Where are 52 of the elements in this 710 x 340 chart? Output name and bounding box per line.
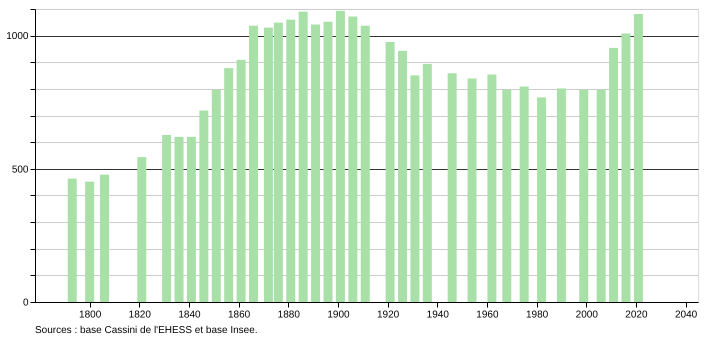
- bar: [236, 60, 246, 302]
- bar: [100, 174, 110, 302]
- bar: [621, 34, 630, 302]
- bar: [537, 97, 546, 302]
- bar: [520, 86, 529, 302]
- bar: [137, 157, 146, 302]
- bar: [186, 136, 196, 302]
- bar: [360, 26, 370, 302]
- bar: [249, 26, 258, 302]
- bar: [410, 75, 420, 302]
- x-tick-label: 1940: [426, 310, 450, 320]
- bar: [386, 42, 395, 302]
- x-tick-label: 2000: [576, 310, 598, 320]
- x-tick-label: 1820: [128, 310, 152, 320]
- bar: [609, 48, 618, 302]
- x-tick-label: 2020: [625, 310, 648, 320]
- x-tick-label: 1920: [376, 310, 400, 320]
- bar: [162, 134, 172, 302]
- bar: [634, 14, 643, 302]
- bar: [85, 182, 94, 302]
- x-tick-label: 1900: [327, 310, 350, 320]
- bar: [311, 24, 320, 302]
- bar: [422, 64, 432, 302]
- x-tick-label: 1980: [526, 310, 549, 320]
- y-tick-label: 500: [12, 164, 29, 176]
- bar: [212, 90, 221, 302]
- bar: [199, 110, 208, 302]
- x-tick-label: 1960: [476, 310, 499, 320]
- bar: [596, 90, 606, 302]
- x-tick-label: 1800: [79, 310, 102, 320]
- bar: [174, 136, 184, 302]
- bar: [336, 10, 345, 302]
- x-tick-label: 1880: [278, 310, 300, 320]
- x-tick-label: 1840: [178, 310, 202, 320]
- bar: [468, 78, 477, 302]
- bar: [487, 74, 496, 302]
- source-note: Sources : base Cassini de l'EHESS et base Insee.: [35, 325, 258, 336]
- bar: [298, 12, 308, 302]
- bar: [348, 16, 358, 302]
- x-tick-label: 2040: [674, 310, 698, 320]
- bar: [398, 50, 408, 302]
- x-tick-label: 1860: [228, 310, 251, 320]
- bar: [324, 22, 333, 302]
- bar: [579, 90, 588, 302]
- bar: [286, 20, 296, 302]
- bar: [224, 68, 234, 302]
- y-tick-label: 0: [22, 298, 29, 308]
- bar: [556, 88, 566, 302]
- y-tick-label: 1000: [6, 31, 29, 42]
- bar: [502, 90, 512, 302]
- bar: [448, 73, 457, 302]
- bar: [68, 178, 77, 302]
